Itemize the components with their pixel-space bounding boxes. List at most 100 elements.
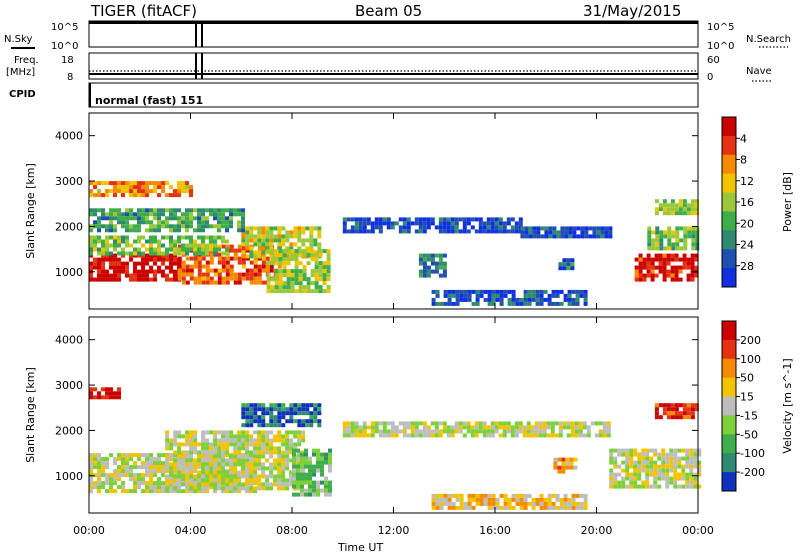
power-cell [447,289,452,294]
velocity-cell [296,456,300,461]
velocity-cell [308,488,312,493]
power-cell [117,208,121,213]
velocity-cell [261,466,266,471]
power-cell [89,253,93,258]
velocity-cell [645,476,650,481]
velocity-cell [312,480,316,485]
velocity-cell [579,505,584,510]
power-cell [89,265,93,270]
velocity-cell [570,421,575,426]
power-cell [667,242,672,247]
velocity-cell [300,468,304,473]
power-cell [97,235,101,240]
velocity-cell [613,484,618,489]
power-cell [650,269,655,274]
power-cell [678,265,683,270]
velocity-cell [609,476,614,481]
power-cell [205,220,209,225]
velocity-cell [324,488,328,493]
velocity-cell [435,493,440,498]
power-cell [101,181,105,186]
velocity-cell [301,407,306,412]
velocity-cell [297,454,302,459]
power-cell [165,265,169,270]
velocity-cell [245,450,250,455]
power-cell [149,235,153,240]
velocity-cell [205,462,210,467]
velocity-cell [689,456,694,461]
power-cell [125,228,129,233]
power-cell [185,268,190,273]
power-cell [646,265,651,270]
nsearch-tick-top: 10^5 [707,22,734,33]
velocity-cell [686,411,691,416]
power-cell [173,239,177,244]
velocity-cell [328,456,332,461]
velocity-cell [685,456,690,461]
power-cell [141,243,145,248]
velocity-cell [342,433,347,438]
velocity-cell [245,474,250,479]
power-cell [297,234,302,239]
velocity-cell [458,425,463,430]
power-cell [121,265,125,270]
power-cell [181,247,185,252]
power-cell [237,248,242,253]
velocity-cell [685,484,690,489]
power-cell [506,221,511,226]
velocity-cell [193,477,197,482]
velocity-cell [117,395,121,400]
velocity-cell [354,433,359,438]
velocity-cell [265,474,270,479]
power-cell [217,247,221,252]
velocity-cell [93,473,97,478]
power-cell [225,280,230,285]
power-cell [89,189,93,194]
velocity-cell [273,419,278,424]
power-cell [149,247,153,252]
power-cell [113,189,117,194]
power-cell [317,226,322,231]
power-cell [285,234,290,239]
velocity-cell [308,468,312,473]
velocity-cell [217,446,222,451]
power-cell [524,234,529,239]
power-cell [121,212,125,217]
power-cell [145,208,149,213]
power-cell [261,242,266,247]
power-cell [149,220,153,225]
power-cell [125,185,129,190]
power-cell [269,264,274,269]
power-cell [579,293,584,298]
power-cell [157,216,161,221]
power-cell [101,247,105,252]
velocity-cell [285,419,290,424]
power-cell [671,246,676,251]
power-cell [205,264,210,269]
velocity-cell [446,425,451,430]
velocity-cell [677,476,682,481]
velocity-cell [273,403,278,408]
power-cell [97,261,101,266]
power-cell [317,230,322,235]
velocity-cell [320,452,324,457]
power-cell [133,181,137,186]
power-cell [153,261,157,266]
power-cell [414,217,419,222]
power-cell [101,208,105,213]
velocity-cell [145,485,149,490]
power-cell [567,289,572,294]
power-cell [169,216,173,221]
velocity-cell [229,470,234,475]
velocity-cell [430,429,435,434]
power-cell [209,224,213,229]
velocity-cell [177,442,182,447]
velocity-cell [542,429,547,434]
velocity-cell [253,430,258,435]
power-cell [173,216,177,221]
velocity-cell [269,470,274,475]
power-cell [161,257,165,262]
velocity-cell [249,415,254,420]
power-cell [137,208,141,213]
